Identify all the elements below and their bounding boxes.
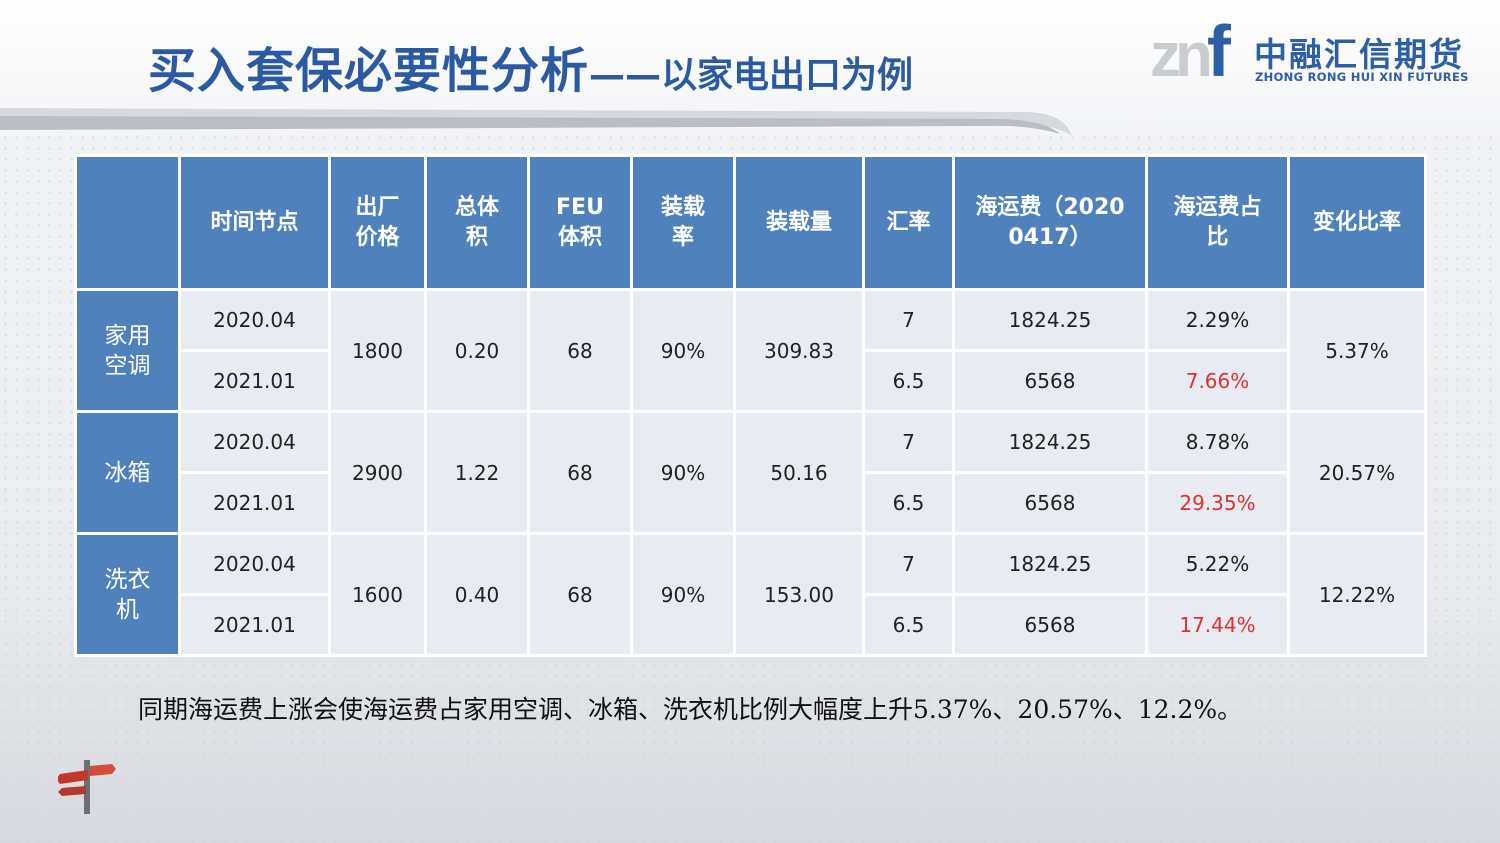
freight-share-cell: 2.29%: [1145, 288, 1290, 352]
page-title: 买入套保必要性分析——以家电出口为例: [148, 38, 913, 104]
freight-cell: 1824.25: [952, 532, 1148, 596]
table-header-row: 时间节点 出厂价格 总体积 FEU 体积 装载率 装载量 汇率 海运费（2020…: [74, 154, 1427, 291]
feu-cell: 68: [527, 532, 633, 657]
column-header-price: 出厂价格: [328, 154, 427, 291]
product-cell: 冰箱: [74, 410, 181, 535]
column-header-freight-share: 海运费占比: [1145, 154, 1290, 291]
freight-cell: 6568: [952, 593, 1148, 657]
table-row: 家用空调 2020.04 1800 0.20 68 90% 309.83 7 1…: [74, 288, 1427, 413]
column-header-load-quantity: 装载量: [733, 154, 865, 291]
logo-english-name: ZHONG RONG HUI XIN FUTURES: [1255, 70, 1469, 84]
column-header-product: [74, 154, 181, 291]
freight-share-cell: 8.78%: [1145, 410, 1290, 474]
page-title-subtitle: ——以家电出口为例: [589, 55, 914, 96]
volume-cell: 0.20: [424, 288, 530, 413]
exchange-rate-cell: 6.5: [862, 471, 955, 535]
volume-cell: 0.40: [424, 532, 530, 657]
header-swoosh: [0, 108, 1072, 136]
exchange-rate-cell: 7: [862, 410, 955, 474]
time-cell: 2021.01: [178, 593, 331, 657]
price-cell: 2900: [328, 410, 427, 535]
freight-cell: 1824.25: [952, 410, 1148, 474]
table-row: 冰箱 2020.04 2900 1.22 68 90% 50.16 7 1824…: [74, 410, 1427, 535]
time-cell: 2020.04: [178, 532, 331, 596]
freight-share-cell: 17.44%: [1145, 593, 1290, 657]
logo-chinese-name: 中融汇信期货: [1254, 35, 1464, 74]
feu-cell: 68: [527, 288, 633, 413]
load-rate-cell: 90%: [630, 288, 736, 413]
time-cell: 2020.04: [178, 288, 331, 352]
company-logo: znf 中融汇信期货 ZHONG RONG HUI XIN FUTURES: [1150, 12, 1468, 92]
column-header-load-rate: 装载率: [630, 154, 736, 291]
column-header-change-ratio: 变化比率: [1287, 154, 1427, 291]
load-quantity-cell: 50.16: [733, 410, 865, 535]
volume-cell: 1.22: [424, 410, 530, 535]
logo-mark: znf: [1150, 12, 1231, 92]
freight-cell: 6568: [952, 349, 1148, 413]
freight-share-cell: 5.22%: [1145, 532, 1290, 596]
exchange-rate-cell: 6.5: [862, 593, 955, 657]
table-row: 2021.01 6.5 6568 17.44%: [76, 593, 1426, 657]
product-cell: 洗衣机: [74, 532, 181, 657]
freight-share-cell: 29.35%: [1145, 471, 1290, 535]
column-header-exchange-rate: 汇率: [862, 154, 955, 291]
exchange-rate-cell: 6.5: [862, 349, 955, 413]
column-header-volume: 总体积: [424, 154, 530, 291]
freight-share-cell: 7.66%: [1145, 349, 1290, 413]
summary-text: 同期海运费上涨会使海运费占家用空调、冰箱、洗衣机比例大幅度上升5.37%、20.…: [138, 695, 1243, 724]
column-header-freight: 海运费（20200417）: [952, 154, 1148, 291]
column-header-time: 时间节点: [178, 154, 331, 291]
exchange-rate-cell: 7: [862, 288, 955, 352]
change-ratio-cell: 20.57%: [1287, 410, 1427, 535]
page-title-main: 买入套保必要性分析: [148, 43, 590, 99]
exchange-rate-cell: 7: [862, 532, 955, 596]
load-rate-cell: 90%: [630, 410, 736, 535]
load-quantity-cell: 153.00: [733, 532, 865, 657]
load-quantity-cell: 309.83: [733, 288, 865, 413]
price-cell: 1600: [328, 532, 427, 657]
time-cell: 2021.01: [178, 349, 331, 413]
change-ratio-cell: 12.22%: [1287, 532, 1427, 657]
freight-share-table: 时间节点 出厂价格 总体积 FEU 体积 装载率 装载量 汇率 海运费（2020…: [74, 154, 1427, 657]
feu-cell: 68: [527, 410, 633, 535]
table-row: 洗衣机 2020.04 1600 0.40 68 90% 153.00 7 18…: [74, 532, 1427, 657]
freight-cell: 1824.25: [952, 288, 1148, 352]
price-cell: 1800: [328, 288, 427, 413]
change-ratio-cell: 5.37%: [1287, 288, 1427, 413]
time-cell: 2020.04: [178, 410, 331, 474]
table-row: 2021.01 6.5 6568 7.66%: [76, 349, 1426, 413]
product-cell: 家用空调: [74, 288, 181, 413]
freight-cell: 6568: [952, 471, 1148, 535]
table-row: 2021.01 6.5 6568 29.35%: [76, 471, 1426, 535]
load-rate-cell: 90%: [630, 532, 736, 657]
time-cell: 2021.01: [178, 471, 331, 535]
column-header-feu-volume: FEU 体积: [527, 154, 633, 291]
signpost-icon: [58, 760, 116, 814]
